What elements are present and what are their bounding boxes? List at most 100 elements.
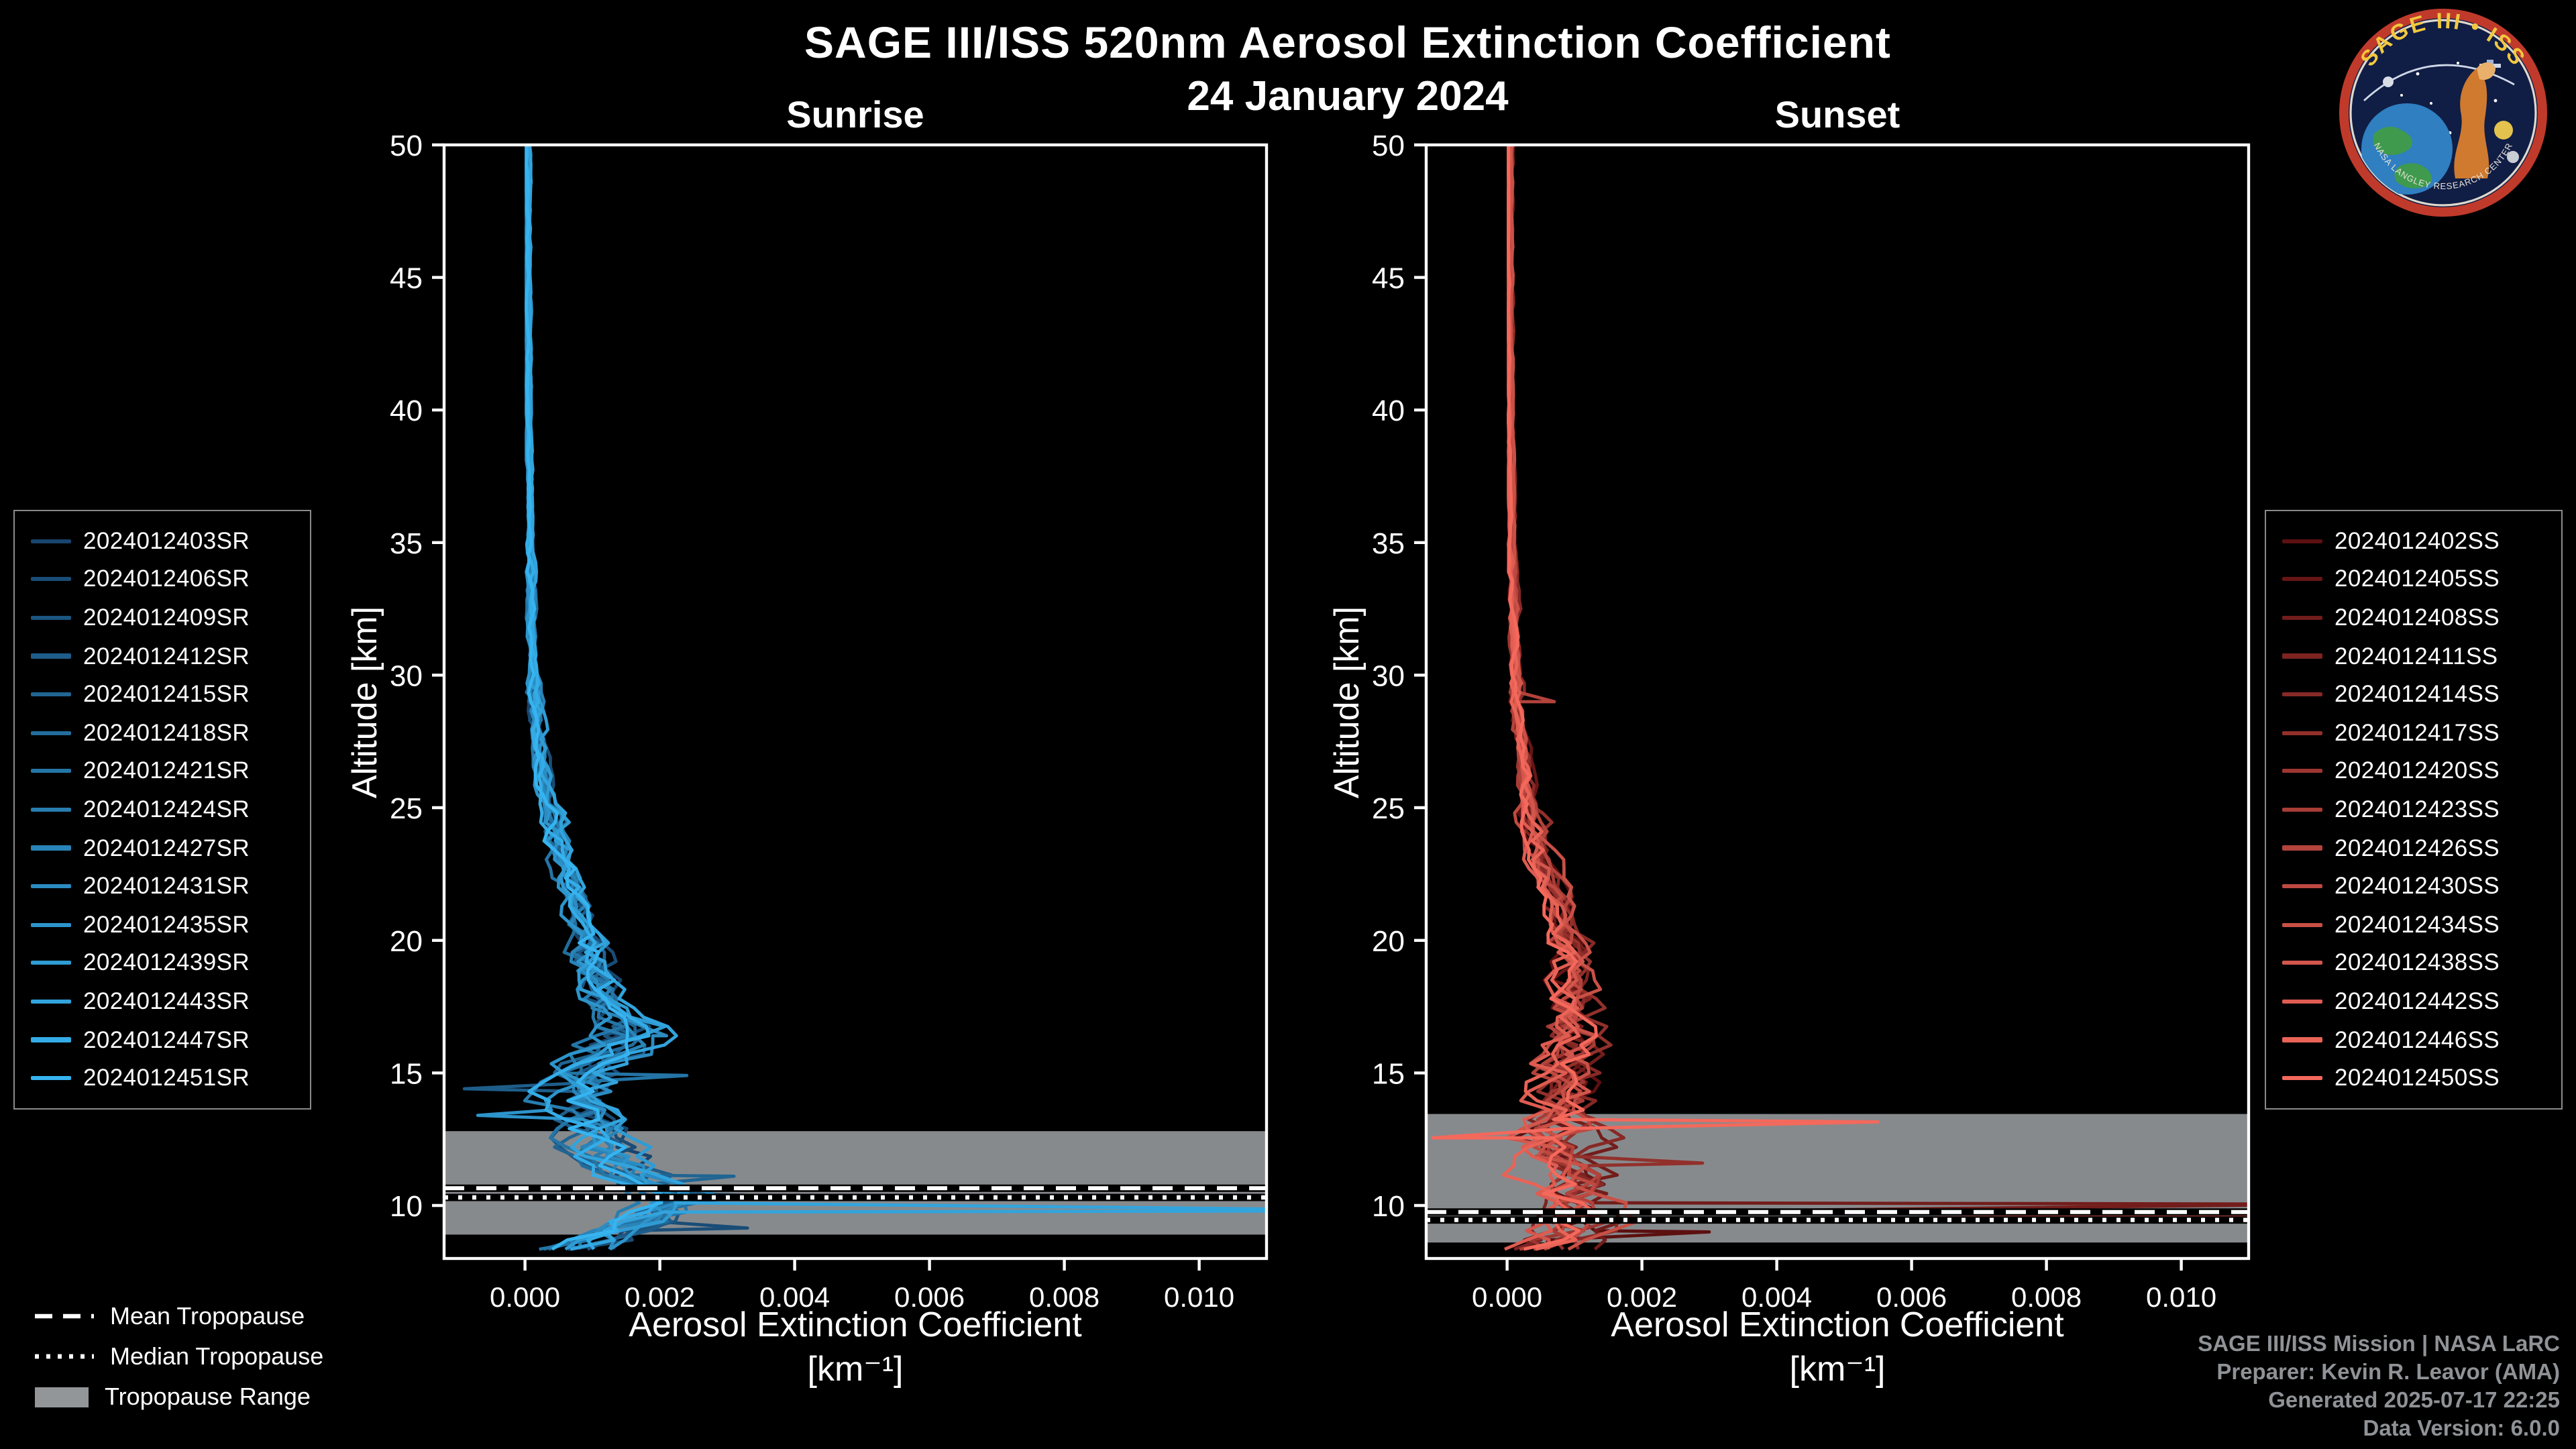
legend-item: 2024012415SR [31,676,294,714]
x-tick-label: 0.008 [2011,1281,2082,1313]
series-label: 2024012420SS [2334,757,2500,784]
series-label: 2024012421SR [83,757,250,784]
series-label: 2024012446SS [2334,1026,2500,1053]
series-label: 2024012415SR [83,680,250,708]
series-color-swatch [31,731,71,735]
x-tick-label: 0.004 [1741,1281,1812,1313]
y-tick-label: 45 [1372,262,1405,295]
x-tick-label: 0.006 [1876,1281,1947,1313]
series-color-swatch [2282,539,2322,543]
legend-item: 2024012438SS [2282,944,2545,982]
logo-planet [2494,121,2513,140]
profile-line [1431,145,1880,1251]
credits: SAGE III/ISS Mission | NASA LaRC Prepare… [2198,1331,2560,1444]
sunrise-y-axis-label: Altitude [km] [344,606,384,799]
credit-line-mission: SAGE III/ISS Mission | NASA LaRC [2198,1332,2560,1356]
y-tick-label: 50 [390,129,423,162]
legend-item: 2024012406SR [31,560,294,598]
y-tick-label: 40 [390,394,423,427]
series-label: 2024012405SS [2334,565,2500,592]
tropopause-range-legend-item: Tropopause Range [35,1377,323,1417]
series-color-swatch [2282,692,2322,697]
series-color-swatch [2282,999,2322,1004]
series-color-swatch [31,1076,71,1081]
series-label: 2024012408SS [2334,603,2500,631]
sunset-legend: 2024012402SS 2024012405SS 2024012408SS 2024… [2265,510,2563,1110]
series-color-swatch [31,539,71,543]
series-label: 2024012402SS [2334,527,2500,554]
series-label: 2024012443SR [83,987,250,1014]
y-tick-label: 15 [390,1057,423,1090]
median-tropopause-legend-item: Median Tropopause [35,1336,323,1377]
x-tick-label: 0.006 [894,1281,965,1313]
y-tick-label: 20 [1372,925,1405,958]
tropopause-range-label: Tropopause Range [105,1383,311,1409]
legend-item: 2024012424SR [31,790,294,828]
legend-item: 2024012439SR [31,944,294,982]
x-tick-label: 0.010 [2146,1281,2216,1313]
series-label: 2024012438SS [2334,949,2500,976]
series-color-swatch [2282,922,2322,927]
legend-item: 2024012447SR [31,1020,294,1059]
x-tick-label: 0.008 [1029,1281,1099,1313]
chart-date: 24 January 2024 [1187,72,1509,119]
legend-item: 2024012435SR [31,906,294,944]
credit-line-preparer: Preparer: Kevin R. Leavor (AMA) [2216,1360,2560,1385]
profile-line [525,145,663,1251]
median-tropopause-swatch [35,1354,94,1359]
series-color-swatch [2282,1076,2322,1081]
series-label: 2024012403SR [83,527,250,554]
series-color-swatch [2282,615,2322,621]
series-label: 2024012423SS [2334,795,2500,822]
legend-item: 2024012403SR [31,522,294,560]
logo-art [2361,60,2519,195]
x-tick-label: 0.010 [1164,1281,1234,1313]
sunset-y-axis-label: Altitude [km] [1326,606,1366,799]
sunrise-panel-title: Sunrise [786,94,924,136]
credit-line-version: Data Version: 6.0.0 [2363,1417,2561,1441]
legend-item: 2024012414SS [2282,676,2545,714]
series-color-swatch [2282,884,2322,889]
sunrise-legend: 2024012403SR 2024012406SR 2024012409SR 2024… [13,510,311,1110]
logo-figure [2454,68,2489,178]
series-color-swatch [2282,769,2322,773]
series-label: 2024012424SR [83,795,250,822]
series-label: 2024012439SR [83,949,250,976]
sunrise-x-axis-label: Aerosol Extinction Coefficient [629,1304,1082,1344]
series-color-swatch [2282,961,2322,965]
y-tick-label: 45 [390,262,423,295]
series-label: 2024012450SS [2334,1064,2500,1091]
series-color-swatch [2282,845,2322,851]
series-label: 2024012406SR [83,565,250,592]
series-color-swatch [31,807,71,812]
plot-area [444,145,1267,1251]
legend-item: 2024012431SR [31,867,294,906]
series-label: 2024012447SR [83,1026,250,1053]
sunset-panel-title: Sunset [1774,94,1900,136]
series-color-swatch [31,653,71,659]
series-label: 2024012451SR [83,1064,250,1091]
series-color-swatch [31,769,71,773]
credit-line-generated: Generated 2025-07-17 22:25 [2268,1389,2560,1413]
series-color-swatch [2282,807,2322,812]
series-color-swatch [31,961,71,965]
y-tick-label: 35 [390,527,423,560]
plot-area [1426,145,2249,1251]
series-label: 2024012430SS [2334,872,2500,900]
legend-item: 2024012418SR [31,714,294,752]
logo-moon [2507,151,2519,163]
series-label: 2024012414SS [2334,680,2500,708]
sunrise-x-axis-units: [km⁻¹] [807,1348,904,1389]
series-color-swatch [2282,653,2322,659]
sunset-plot: 10 15 20 25 30 35 40 45 50 0.000 0.002 0.004 0.006 0.… [1372,129,2251,1313]
x-tick-label: 0.000 [1472,1281,1542,1313]
legend-item: 2024012421SR [31,752,294,790]
mean-tropopause-swatch [35,1313,94,1319]
series-label: 2024012418SR [83,718,250,746]
legend-item: 2024012408SS [2282,598,2545,637]
profile-line [1508,145,2249,1250]
y-tick-label: 40 [1372,394,1405,427]
legend-item: 2024012443SR [31,982,294,1020]
x-tick-label: 0.002 [625,1281,695,1313]
